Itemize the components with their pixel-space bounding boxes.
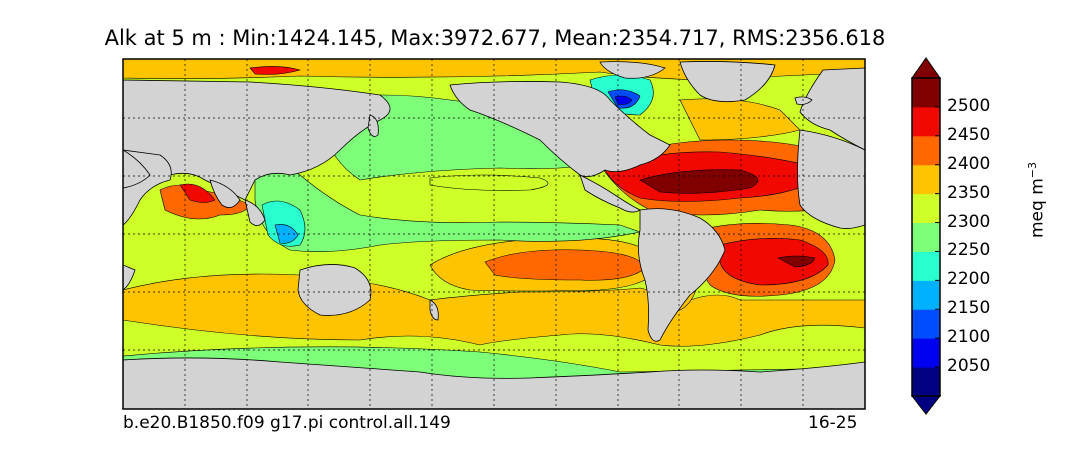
years-label: 16-25: [808, 413, 858, 433]
colorbar-segment: [912, 309, 940, 339]
contour-band-sa-red: [719, 238, 829, 286]
chart-title: Alk at 5 m : Min:1424.145, Max:3972.677,…: [104, 26, 886, 50]
land-north-america: [449, 81, 671, 178]
colorbar-segment: [912, 78, 940, 108]
colorbar-tick-label: 2250: [947, 240, 991, 261]
colorbar-tick-label: 2400: [947, 153, 991, 174]
contour-band-na-darkred: [639, 169, 759, 194]
colorbar-tick-label: 2050: [947, 356, 991, 377]
colorbar-tick-label: 2350: [947, 182, 991, 203]
colorbar-extend-max: [911, 57, 941, 79]
land-arctic-islands: [599, 61, 666, 79]
colorbar-segment: [912, 135, 940, 166]
land-africa: [797, 129, 865, 229]
colorbar-tick-label: 2300: [947, 211, 991, 232]
contour-band-arctic-red: [249, 66, 302, 75]
land-asia-europe: [123, 79, 391, 201]
contour-band-io-red: [179, 183, 216, 203]
colorbar-tick-label: 2450: [947, 124, 991, 145]
colorbar-segment: [912, 193, 940, 224]
land-arabia: [123, 149, 151, 189]
colorbar-segment: [912, 338, 940, 368]
colorbar-tick-label: 2150: [947, 298, 991, 319]
land-south-america: [637, 208, 726, 342]
colorbar-segment: [912, 251, 940, 281]
map-frame: [122, 58, 866, 410]
colorbar-tick-label: 2500: [947, 95, 991, 116]
land-greenland: [679, 61, 776, 103]
colorbar-segment: [912, 367, 940, 397]
contour-band-sa-darkred: [777, 255, 816, 268]
colorbar-segment: [912, 222, 940, 252]
colorbar-label: meq m−3: [1026, 162, 1048, 238]
land-india: [209, 179, 241, 208]
colorbar-tick-label: 2100: [947, 327, 991, 348]
run-label: b.e20.B1850.f09 g17.pi control.all.149: [123, 413, 451, 433]
colorbar-frame: [911, 77, 941, 397]
contour-band-np-yellow: [429, 174, 549, 191]
land-japan: [367, 114, 379, 137]
colorbar-extend-min: [910, 395, 942, 415]
land-antarctica: [123, 357, 865, 409]
colorbar-segment: [912, 280, 940, 310]
colorbar-segment: [912, 164, 940, 195]
contour-band-baffin-navy: [614, 95, 633, 105]
gridlines: [123, 59, 865, 409]
colorbar-tick-label: 2200: [947, 269, 991, 290]
land-iceland: [794, 96, 813, 105]
colorbar-segment: [912, 106, 940, 137]
land-europe-east: [799, 67, 865, 151]
land-seasia: [244, 199, 266, 226]
contour-band-ip-blue: [274, 224, 299, 244]
